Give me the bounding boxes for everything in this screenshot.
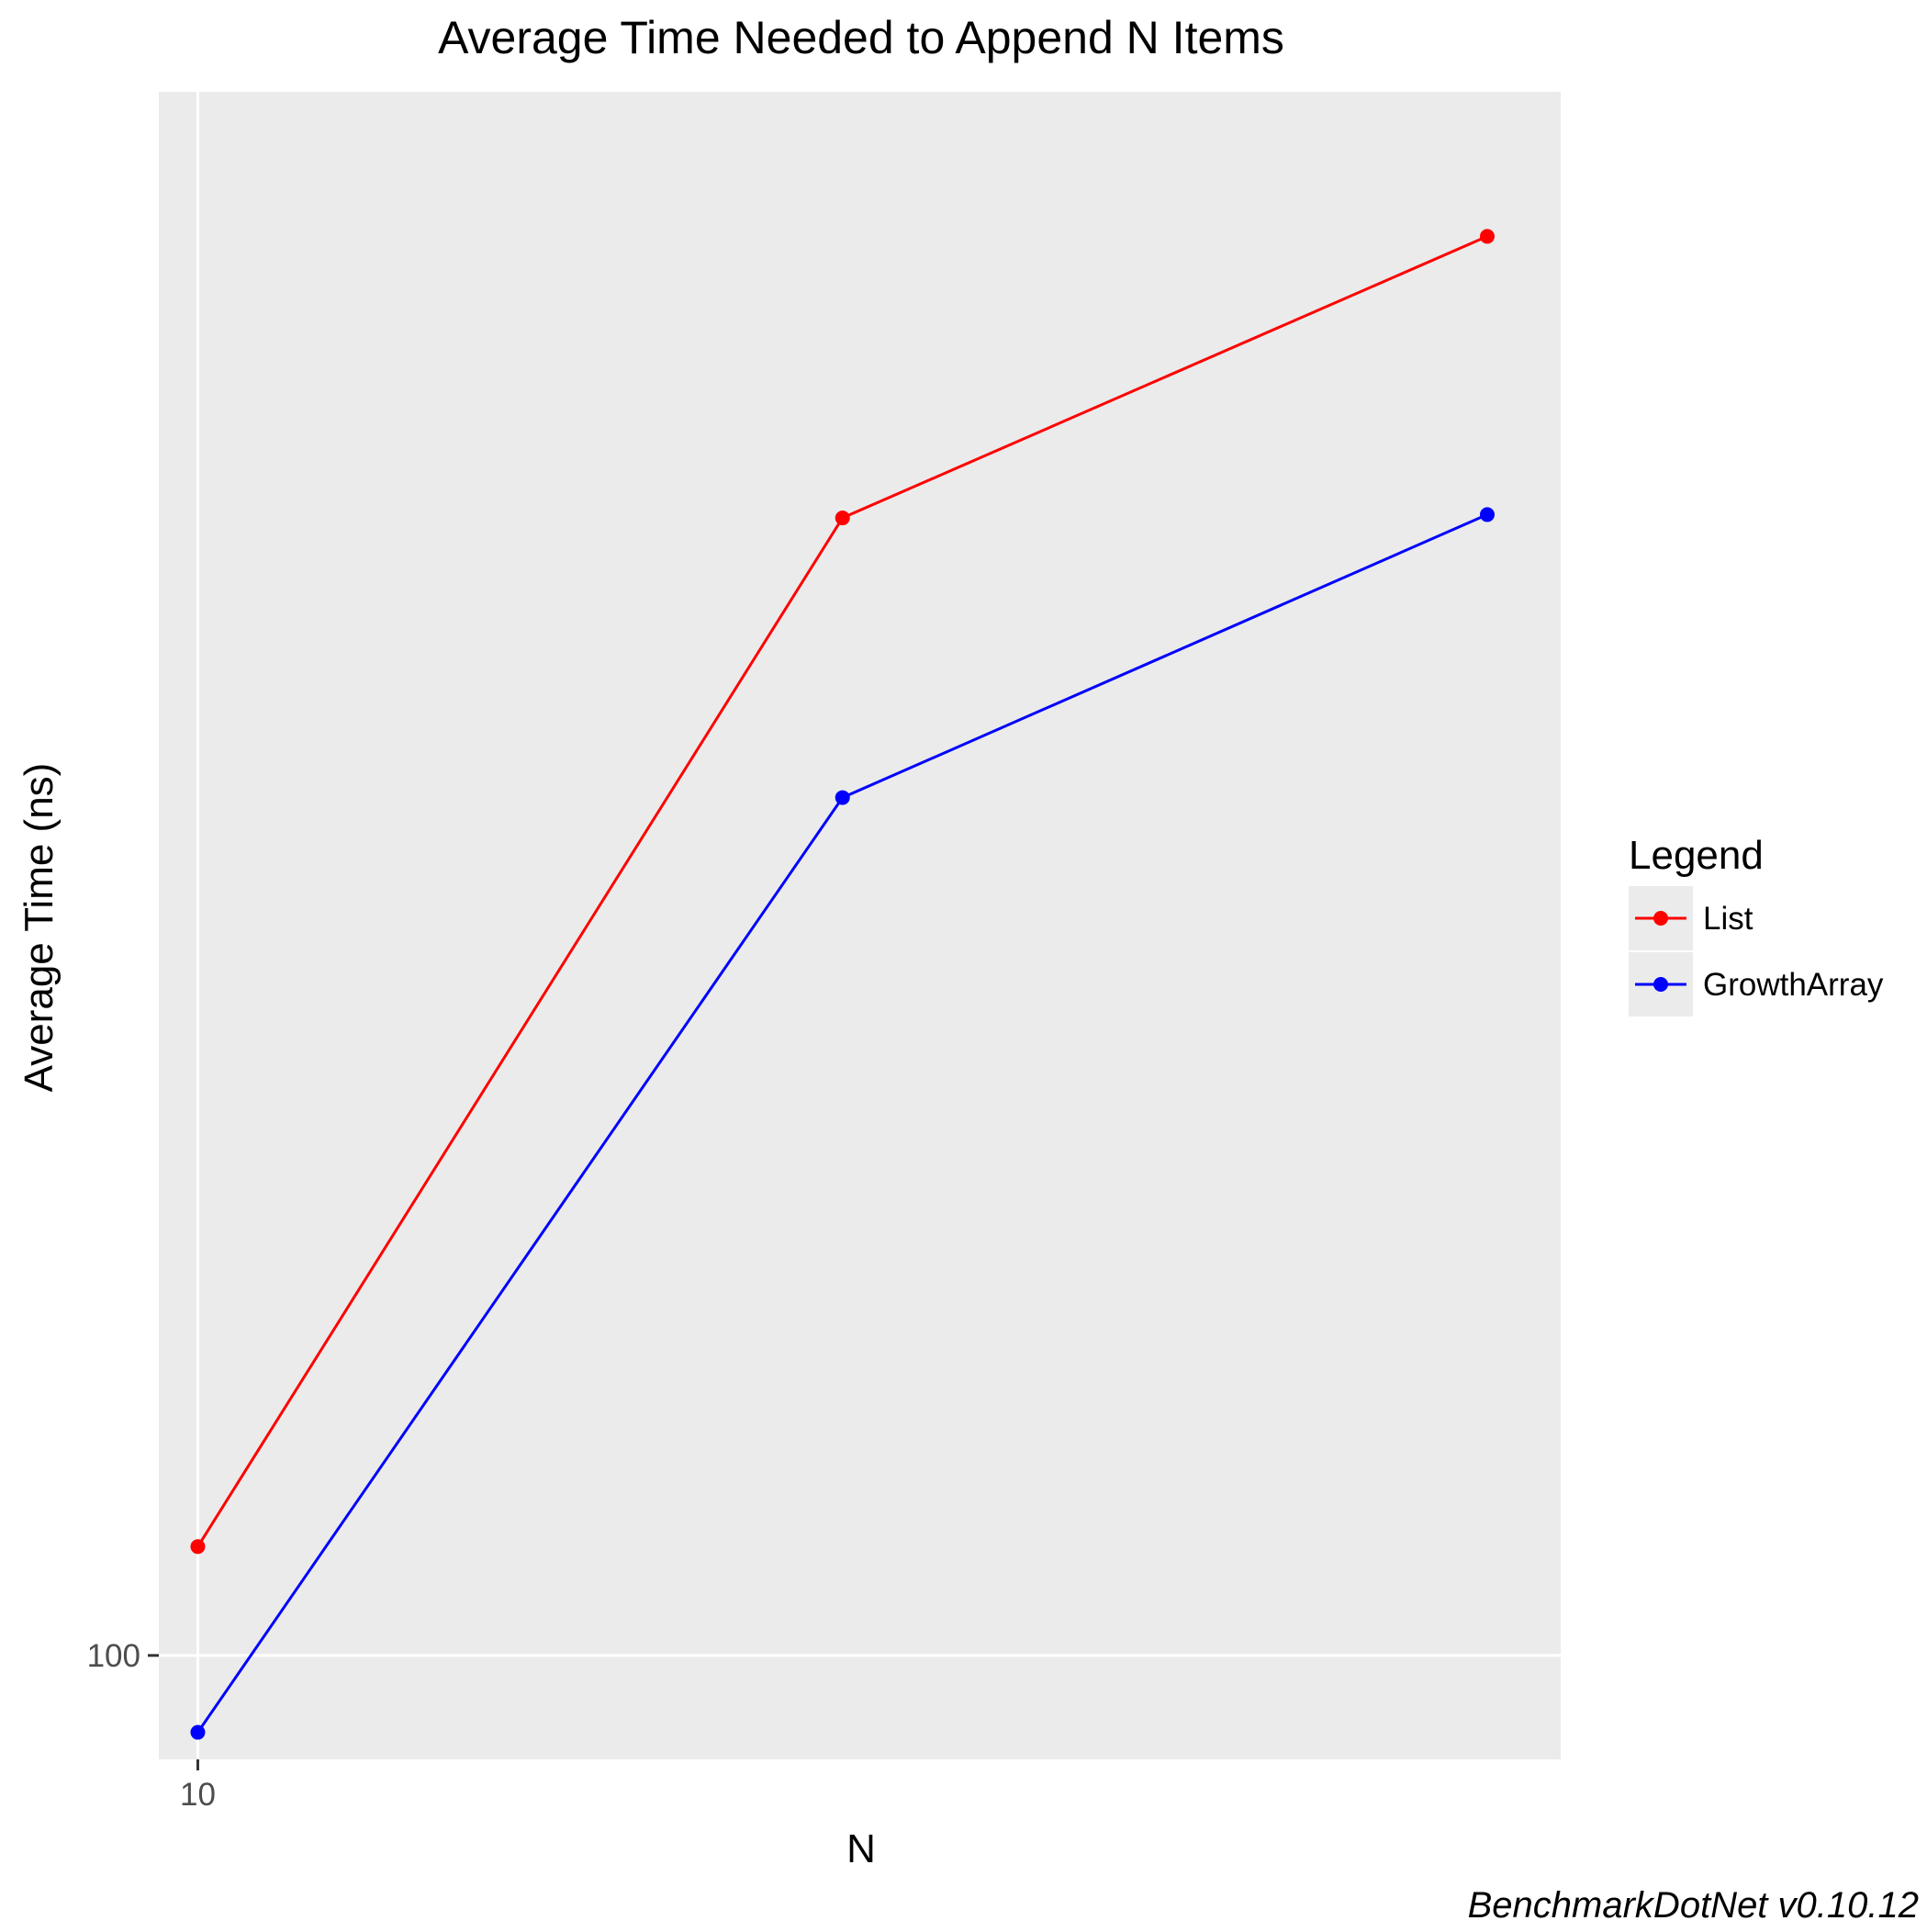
y-axis-label: Average Time (ns) xyxy=(17,763,62,1093)
data-point-list xyxy=(190,1539,206,1555)
data-point-growtharray xyxy=(835,790,850,805)
legend-marker-list xyxy=(1653,911,1668,926)
legend-label-list: List xyxy=(1703,901,1753,937)
data-point-list xyxy=(1479,229,1495,244)
caption: BenchmarkDotNet v0.10.12 xyxy=(1468,1885,1919,1926)
x-tick-label: 10 xyxy=(180,1777,216,1813)
y-tick-label: 100 xyxy=(87,1638,140,1674)
legend-title: Legend xyxy=(1629,833,1764,878)
legend: List GrowthArray xyxy=(1629,886,1884,1017)
chart-title: Average Time Needed to Append N Items xyxy=(438,12,1284,63)
data-point-list xyxy=(835,511,850,526)
legend-marker-growtharray xyxy=(1653,977,1668,992)
data-point-growtharray xyxy=(1479,507,1495,522)
plot-panel xyxy=(159,92,1561,1759)
legend-label-growtharray: GrowthArray xyxy=(1703,967,1884,1003)
plot-area: 10 100 xyxy=(87,92,1561,1813)
x-axis-label: N xyxy=(846,1826,876,1871)
data-point-growtharray xyxy=(190,1724,206,1740)
